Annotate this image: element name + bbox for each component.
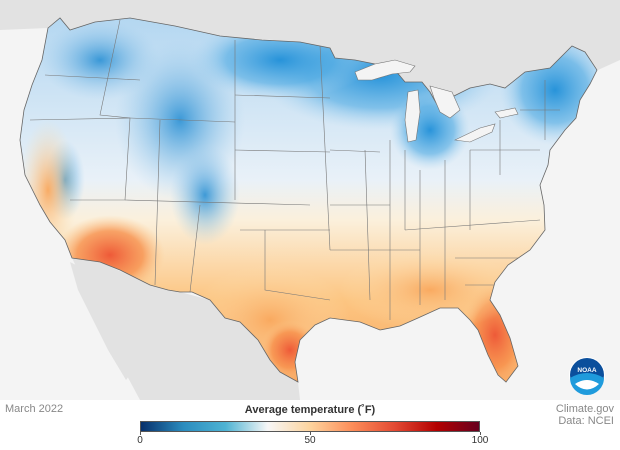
legend-title: Average temperature (˚F): [244, 404, 376, 416]
legend-tick-mark: [479, 432, 481, 435]
temperature-map: NOAA: [0, 0, 620, 400]
canada-landmass: [0, 0, 620, 110]
noaa-logo: NOAA: [569, 357, 605, 395]
noaa-logo-text: NOAA: [577, 367, 596, 374]
lake-erie: [453, 123, 496, 143]
lake-huron: [429, 85, 461, 119]
map-footer: March 2022 Climate.gov Data: NCEI Averag…: [0, 400, 620, 450]
data-source-label: Data: NCEI: [558, 415, 614, 427]
state-borders: [29, 19, 560, 320]
baja-peninsula: [70, 262, 132, 380]
legend-tick-label: 100: [471, 435, 489, 446]
legend-tick-mark: [309, 432, 311, 435]
legend-tick-mark: [139, 432, 141, 435]
lake-michigan: [404, 89, 421, 143]
mexico-landmass: [72, 258, 300, 400]
lake-ontario: [494, 107, 519, 119]
legend-color-bar: [140, 421, 480, 432]
great-lakes: [354, 59, 519, 143]
us-outline: [19, 17, 598, 383]
date-label: March 2022: [5, 403, 64, 415]
credit-block: Climate.gov Data: NCEI: [556, 403, 614, 427]
credit-label: Climate.gov: [555, 403, 614, 415]
legend-tick-label: 50: [304, 435, 316, 446]
legend-tick-label: 0: [137, 435, 143, 446]
lake-superior: [354, 59, 416, 81]
